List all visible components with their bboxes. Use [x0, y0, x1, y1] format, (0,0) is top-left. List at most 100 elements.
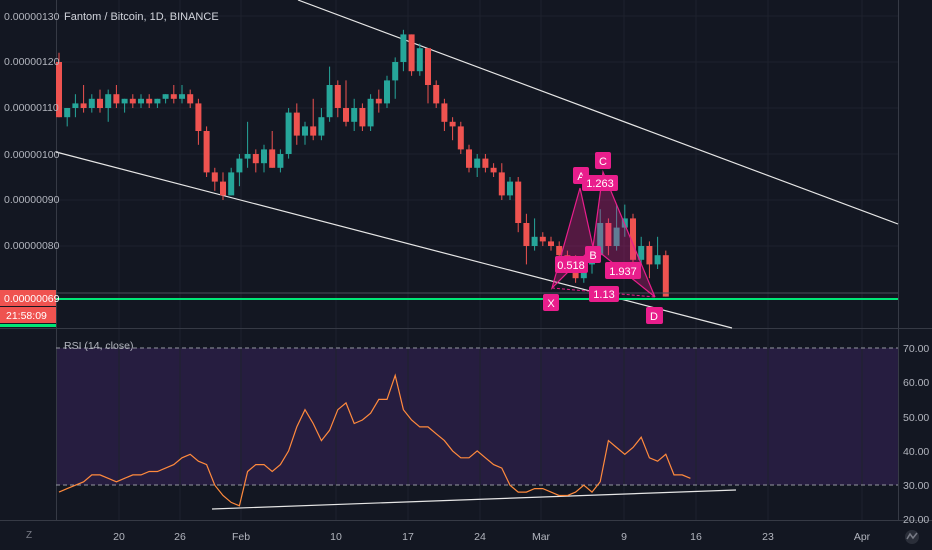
rsi-tick: 50.00 — [903, 412, 929, 424]
pattern-point-a: A — [577, 171, 585, 183]
candle-body — [244, 154, 251, 159]
price-tick: 0.00000120 — [4, 56, 60, 68]
candle-body — [466, 149, 472, 168]
candle-body — [138, 98, 144, 104]
candle-body — [179, 94, 185, 99]
candle-body — [261, 149, 267, 164]
candle-body — [384, 80, 390, 104]
candle-body — [56, 62, 62, 118]
candle-body — [539, 236, 546, 242]
candle-body — [433, 85, 440, 104]
ratio-0518: 0.518 — [557, 260, 585, 272]
rsi-trendline[interactable] — [211, 489, 737, 510]
candle-body — [515, 181, 522, 223]
candle-body — [408, 34, 415, 72]
candle-body — [64, 108, 71, 118]
candle-body — [507, 181, 513, 196]
rsi-tick: 30.00 — [903, 480, 929, 492]
log-scale-toggle[interactable]: Z — [26, 530, 32, 541]
time-tick: Feb — [232, 531, 250, 543]
candle-body — [105, 94, 112, 108]
time-tick: 9 — [621, 531, 627, 543]
time-tick: 10 — [330, 531, 342, 543]
price-tick: 0.00000080 — [4, 240, 60, 252]
ratio-1937: 1.937 — [609, 266, 637, 278]
candle-body — [162, 94, 169, 99]
current-price: 0.00000069 — [4, 293, 60, 305]
price-tick: 0.00000100 — [4, 149, 60, 161]
candle-body — [392, 62, 399, 81]
candle-body — [146, 98, 153, 104]
candle-body — [474, 158, 481, 168]
candle-body — [367, 98, 374, 127]
tradingview-logo — [905, 530, 919, 544]
candle-body — [425, 48, 431, 85]
candle-body — [556, 246, 563, 256]
pattern-point-c: C — [599, 156, 607, 168]
countdown: 21:58:09 — [6, 310, 47, 322]
candle-body — [236, 158, 243, 173]
price-tick: 0.00000110 — [4, 102, 59, 114]
current-price-tag — [0, 290, 56, 306]
candle-body — [457, 126, 464, 150]
candle-body — [113, 94, 120, 104]
ratio-113-box — [589, 286, 619, 302]
candle-body — [597, 223, 604, 256]
candle-body — [310, 126, 317, 136]
candle-body — [400, 34, 407, 62]
candle-body — [343, 108, 349, 122]
grid — [56, 0, 898, 520]
candle-body — [416, 48, 423, 72]
ratio-0518-box — [555, 256, 588, 273]
candle-body — [548, 241, 554, 246]
candle-body — [630, 218, 636, 260]
symbol-title[interactable]: Fantom / Bitcoin, 1D, BINANCE — [64, 11, 219, 23]
pattern-point-x: X — [547, 298, 555, 310]
candle-body — [88, 98, 95, 108]
candle-body — [187, 94, 194, 104]
candle-body — [97, 98, 103, 108]
candle-body — [277, 154, 284, 168]
candle-body — [613, 227, 620, 246]
candle-body — [285, 112, 292, 154]
price-tick: 0.00000130 — [4, 11, 60, 23]
candle-body — [203, 131, 210, 173]
candle-body — [359, 108, 366, 127]
time-tick: 23 — [762, 531, 774, 543]
rsi-axis[interactable]: 70.00 60.00 50.00 40.00 30.00 20.00 — [903, 343, 929, 526]
rsi-title[interactable]: RSI (14, close) — [64, 340, 133, 352]
ratio-113: 1.13 — [593, 289, 614, 301]
candle-body — [220, 181, 226, 196]
candle-body — [121, 98, 128, 104]
candle-body — [605, 223, 612, 246]
candle-body — [654, 255, 661, 265]
candle-body — [211, 172, 218, 182]
pattern-point-x-box — [543, 294, 559, 311]
upper-trendline[interactable] — [297, 0, 899, 225]
ratio-1263: 1.263 — [586, 178, 614, 190]
time-tick: Apr — [854, 531, 871, 543]
candle-body — [252, 154, 259, 164]
candle-body — [375, 98, 382, 104]
time-axis[interactable]: 20 26 Feb 10 17 24 Mar 9 16 23 Apr — [113, 531, 871, 543]
candle-body — [170, 94, 177, 99]
candle-body — [269, 149, 276, 168]
rsi-tick: 20.00 — [903, 514, 929, 526]
candle-body — [441, 103, 448, 122]
price-tick: 0.00000090 — [4, 194, 60, 206]
time-tick: 17 — [402, 531, 414, 543]
candle-body — [662, 255, 669, 297]
price-axis[interactable]: 0.00000130 0.00000120 0.00000110 0.00000… — [4, 11, 60, 252]
ratio-1937-box — [605, 262, 641, 279]
candle-body — [482, 158, 489, 168]
candle-body — [228, 172, 235, 196]
time-tick: 24 — [474, 531, 486, 543]
pattern-point-d: D — [650, 311, 658, 323]
candle-body — [490, 167, 497, 173]
candle-body — [334, 85, 341, 108]
candle-body — [80, 103, 87, 108]
pattern-point-b: B — [589, 250, 596, 262]
harmonic-pattern[interactable]: X A B C D 0.518 1.263 1.937 1.13 — [543, 152, 663, 324]
candle-body — [351, 108, 358, 122]
